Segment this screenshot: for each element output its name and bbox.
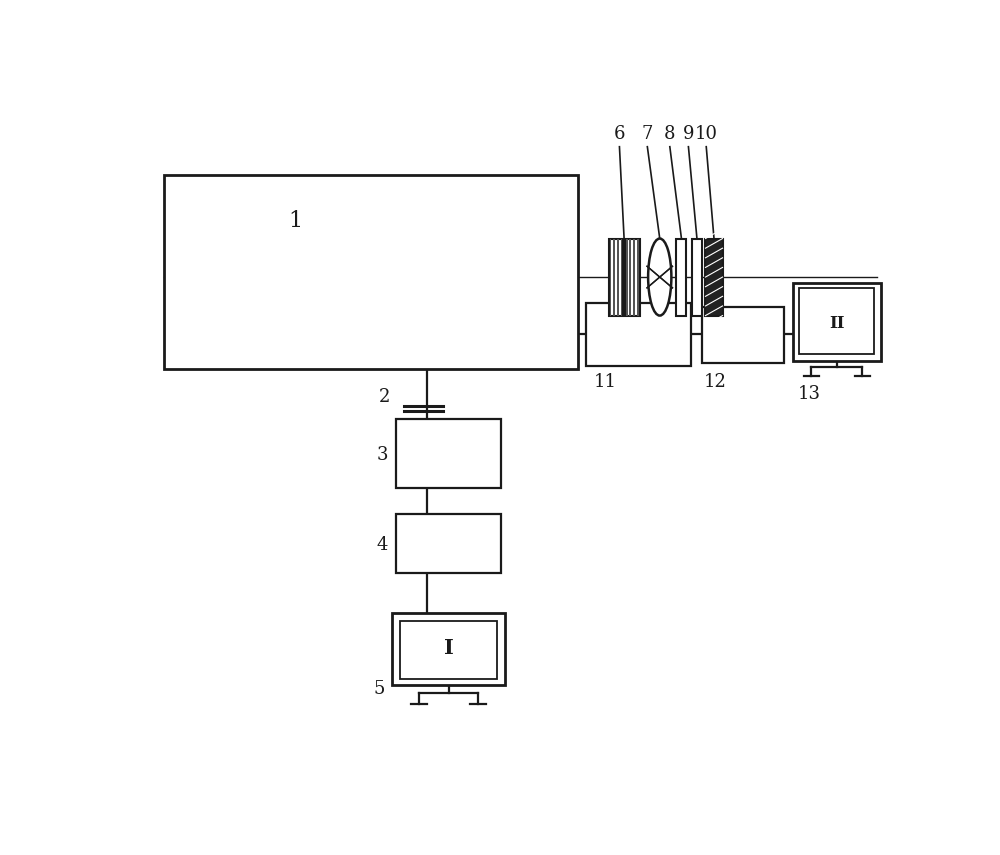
Bar — [396, 419, 501, 487]
Bar — [705, 239, 723, 315]
Ellipse shape — [648, 239, 671, 315]
Text: 3: 3 — [377, 445, 388, 463]
Text: 1: 1 — [288, 210, 303, 232]
Bar — [629, 239, 631, 315]
Bar — [610, 239, 611, 315]
Bar — [637, 239, 639, 315]
Text: 10: 10 — [695, 125, 718, 143]
Text: 9: 9 — [683, 125, 694, 143]
Text: 5: 5 — [374, 680, 385, 698]
Text: 2: 2 — [379, 388, 390, 406]
Bar — [625, 239, 640, 315]
Text: 7: 7 — [642, 125, 653, 143]
Bar — [392, 613, 505, 685]
Bar — [609, 239, 623, 315]
Bar — [617, 239, 619, 315]
Text: 13: 13 — [798, 385, 821, 403]
Bar — [799, 288, 874, 354]
Bar — [613, 239, 615, 315]
Bar — [396, 514, 501, 574]
Text: 4: 4 — [377, 536, 388, 554]
Text: 8: 8 — [664, 125, 676, 143]
Bar — [586, 304, 691, 366]
Text: I: I — [444, 639, 454, 658]
Bar — [621, 239, 622, 315]
Text: 6: 6 — [614, 125, 625, 143]
Bar — [400, 621, 497, 679]
Text: 11: 11 — [594, 373, 617, 391]
Bar — [676, 239, 686, 315]
Bar — [626, 239, 628, 315]
Bar — [692, 239, 702, 315]
Bar — [633, 239, 635, 315]
Text: 12: 12 — [704, 373, 727, 391]
Bar — [164, 175, 578, 369]
Bar — [702, 307, 784, 363]
Bar — [793, 283, 881, 361]
Text: II: II — [829, 315, 845, 332]
